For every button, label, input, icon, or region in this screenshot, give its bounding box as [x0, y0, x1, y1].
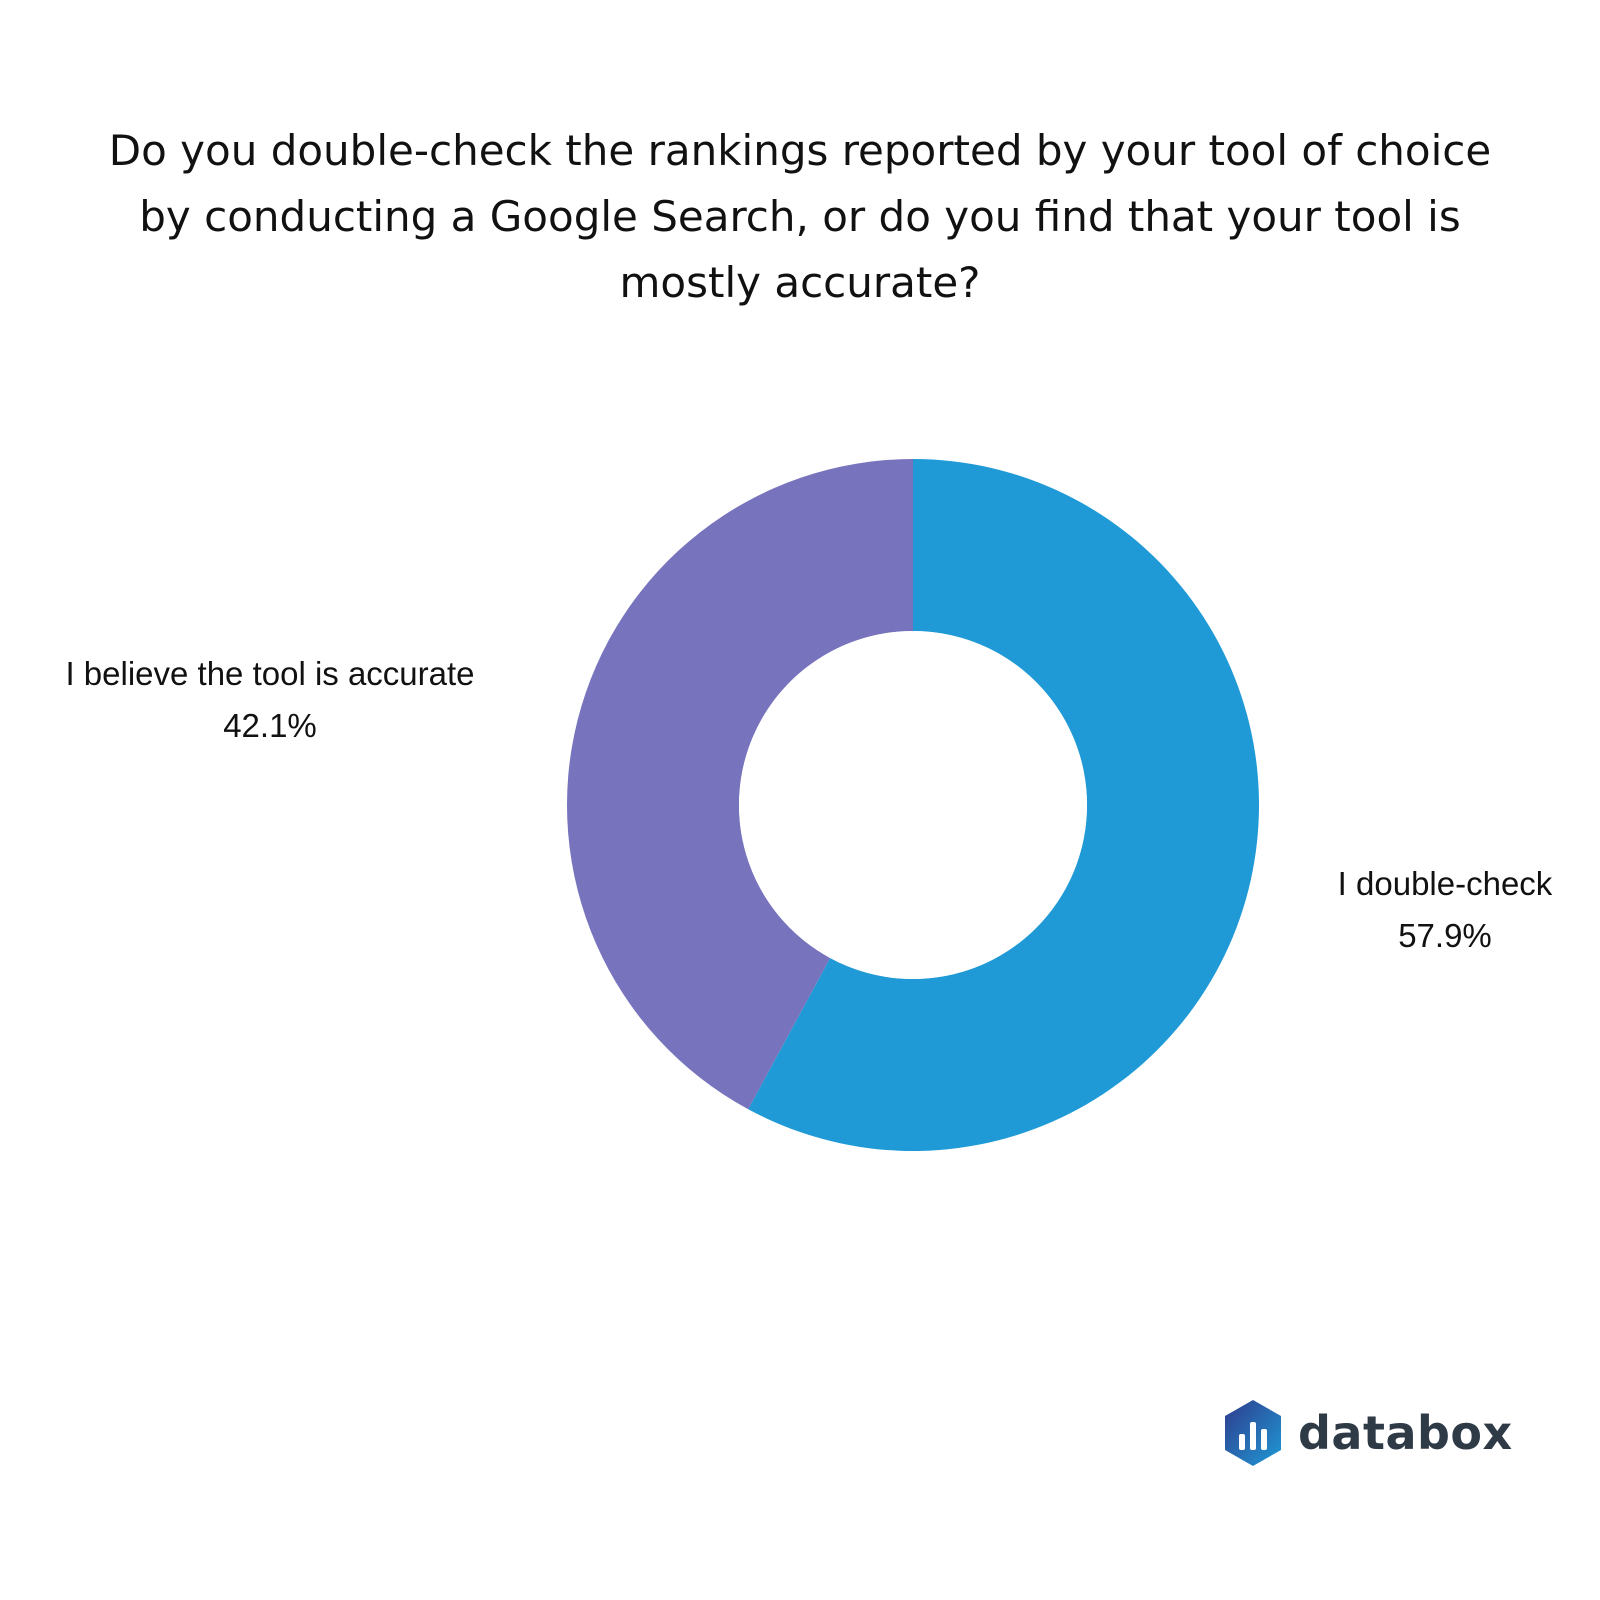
slice-label-accurate: I believe the tool is accurate 42.1%	[30, 648, 510, 752]
slice-label-accurate-value: 42.1%	[223, 707, 317, 744]
slice-label-accurate-name: I believe the tool is accurate	[65, 655, 475, 692]
slice-label-double-check-name: I double-check	[1337, 865, 1553, 902]
slice-label-double-check-value: 57.9%	[1398, 917, 1492, 954]
donut-hole	[739, 631, 1087, 979]
chart-title: Do you double-check the rankings reporte…	[108, 126, 1492, 307]
brand: databox	[1222, 1398, 1513, 1468]
brand-name: databox	[1298, 1406, 1513, 1460]
databox-logo-icon	[1225, 1400, 1281, 1466]
slice-label-double-check: I double-check 57.9%	[1310, 858, 1580, 962]
slice-double-check	[748, 459, 1259, 1151]
slice-accurate	[567, 459, 913, 1110]
